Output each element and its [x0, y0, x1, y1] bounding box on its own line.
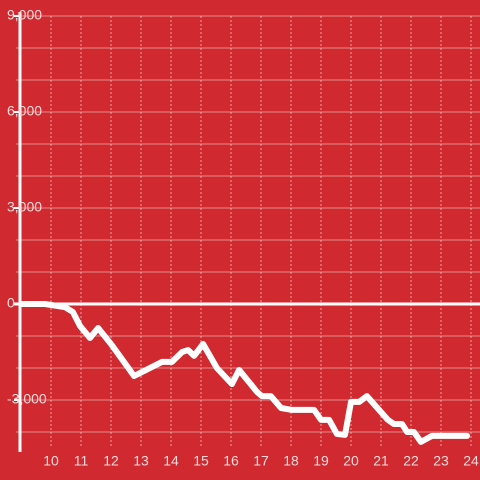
x-tick-label: 16	[223, 453, 239, 469]
y-tick-label: 6,000	[7, 103, 42, 119]
x-tick-label: 20	[343, 453, 359, 469]
x-tick-label: 18	[283, 453, 299, 469]
x-tick-label: 15	[193, 453, 209, 469]
y-tick-label: 0	[7, 295, 15, 311]
x-tick-label: 10	[43, 453, 59, 469]
x-tick-label: 17	[253, 453, 269, 469]
x-tick-label: 14	[163, 453, 179, 469]
x-tick-label: 23	[433, 453, 449, 469]
y-tick-label: 9,000	[7, 7, 42, 23]
x-tick-label: 12	[103, 453, 119, 469]
line	[18, 301, 471, 445]
x-tick-label: 13	[133, 453, 149, 469]
y-tick-label: 3,000	[7, 199, 42, 215]
x-tick-label: 22	[403, 453, 419, 469]
x-tick-label: 19	[313, 453, 329, 469]
y-tick-label: -3,000	[7, 391, 47, 407]
x-tick-label: 24	[463, 453, 479, 469]
x-tick-label: 21	[373, 453, 389, 469]
x-tick-label: 11	[74, 453, 89, 469]
